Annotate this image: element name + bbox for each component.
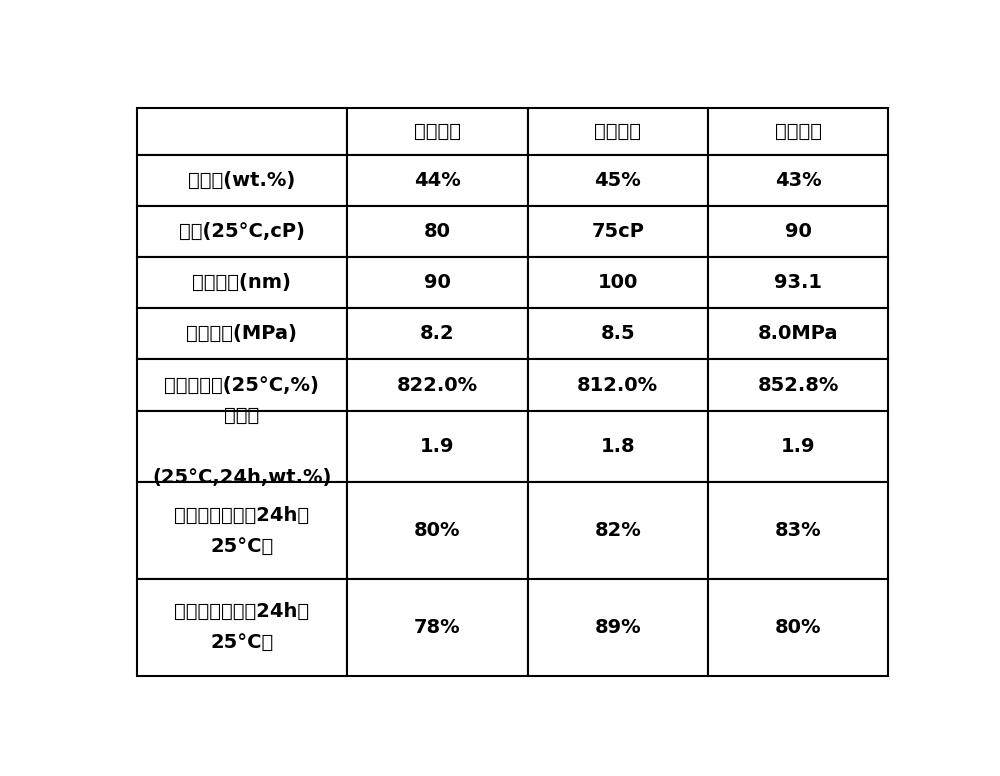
Bar: [708, 579, 888, 676]
Text: 100: 100: [598, 273, 638, 293]
Bar: [137, 108, 347, 155]
Bar: [708, 411, 888, 483]
Bar: [528, 155, 708, 206]
Bar: [347, 483, 528, 579]
Text: 粘度(25°C,cP): 粘度(25°C,cP): [179, 222, 305, 241]
Bar: [137, 579, 347, 676]
Bar: [708, 483, 888, 579]
Bar: [708, 155, 888, 206]
Bar: [528, 108, 708, 155]
Bar: [347, 257, 528, 308]
Bar: [528, 483, 708, 579]
Bar: [528, 308, 708, 359]
Text: 一次自修复率（24h，
25°C）: 一次自修复率（24h， 25°C）: [174, 506, 309, 556]
Text: 8.0MPa: 8.0MPa: [758, 324, 838, 343]
Text: 二次自修复率（24h，
25°C）: 二次自修复率（24h， 25°C）: [174, 602, 309, 653]
Text: 43%: 43%: [775, 171, 821, 190]
Bar: [708, 206, 888, 257]
Text: 75cP: 75cP: [591, 222, 644, 241]
Bar: [347, 308, 528, 359]
Text: 8.5: 8.5: [600, 324, 635, 343]
Bar: [528, 579, 708, 676]
Bar: [347, 206, 528, 257]
Text: 1.9: 1.9: [420, 437, 455, 456]
Bar: [347, 579, 528, 676]
Text: 44%: 44%: [414, 171, 461, 190]
Bar: [347, 155, 528, 206]
Text: 拉伸强度(MPa): 拉伸强度(MPa): [186, 324, 297, 343]
Text: 90: 90: [785, 222, 812, 241]
Text: 83%: 83%: [775, 521, 821, 540]
Text: 82%: 82%: [594, 521, 641, 540]
Text: 吸水率

(25°C,24h,wt.%): 吸水率 (25°C,24h,wt.%): [152, 406, 332, 487]
Text: 8.2: 8.2: [420, 324, 455, 343]
Text: 平均粒径(nm): 平均粒径(nm): [192, 273, 291, 293]
Text: 812.0%: 812.0%: [577, 376, 658, 394]
Text: 1.9: 1.9: [781, 437, 815, 456]
Bar: [708, 308, 888, 359]
Text: 822.0%: 822.0%: [397, 376, 478, 394]
Text: 89%: 89%: [594, 618, 641, 637]
Bar: [137, 411, 347, 483]
Text: 实施例三: 实施例三: [775, 122, 822, 141]
Text: 断裂伸长率(25°C,%): 断裂伸长率(25°C,%): [164, 376, 319, 394]
Text: 固含量(wt.%): 固含量(wt.%): [188, 171, 295, 190]
Text: 78%: 78%: [414, 618, 461, 637]
Text: 45%: 45%: [594, 171, 641, 190]
Bar: [347, 108, 528, 155]
Bar: [137, 206, 347, 257]
Text: 852.8%: 852.8%: [757, 376, 839, 394]
Bar: [528, 206, 708, 257]
Text: 90: 90: [424, 273, 451, 293]
Bar: [137, 155, 347, 206]
Text: 80: 80: [424, 222, 451, 241]
Bar: [708, 108, 888, 155]
Bar: [137, 359, 347, 411]
Bar: [708, 359, 888, 411]
Bar: [137, 257, 347, 308]
Bar: [347, 411, 528, 483]
Text: 80%: 80%: [414, 521, 461, 540]
Bar: [347, 359, 528, 411]
Bar: [137, 308, 347, 359]
Bar: [528, 411, 708, 483]
Bar: [528, 359, 708, 411]
Bar: [708, 257, 888, 308]
Text: 实施例二: 实施例二: [594, 122, 641, 141]
Text: 93.1: 93.1: [774, 273, 822, 293]
Text: 实施例一: 实施例一: [414, 122, 461, 141]
Bar: [528, 257, 708, 308]
Text: 80%: 80%: [775, 618, 821, 637]
Bar: [137, 483, 347, 579]
Text: 1.8: 1.8: [600, 437, 635, 456]
